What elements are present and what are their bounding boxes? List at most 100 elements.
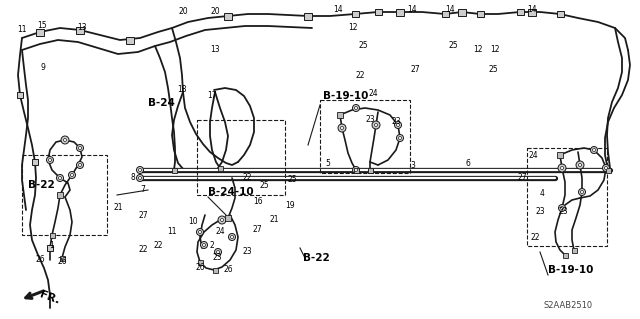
Text: 27: 27 [517, 174, 527, 182]
Text: 5: 5 [326, 159, 330, 167]
Bar [557, 11, 563, 17]
Circle shape [61, 136, 69, 144]
Circle shape [230, 235, 234, 239]
Circle shape [200, 241, 207, 249]
Circle shape [561, 206, 563, 210]
Bar [22, 155, 107, 235]
Circle shape [591, 146, 598, 153]
Text: 20: 20 [178, 8, 188, 17]
Circle shape [138, 176, 141, 180]
Text: 26: 26 [57, 257, 67, 266]
Bar [212, 268, 218, 272]
Circle shape [602, 165, 609, 172]
Circle shape [593, 149, 595, 152]
Circle shape [47, 157, 54, 164]
Bar [224, 12, 232, 19]
Text: 16: 16 [253, 197, 263, 206]
Text: 14: 14 [445, 5, 455, 14]
Bar [353, 167, 358, 173]
Text: 27: 27 [138, 211, 148, 219]
Bar [172, 167, 177, 173]
Circle shape [580, 190, 584, 194]
Bar [367, 167, 372, 173]
Text: 4: 4 [540, 189, 545, 197]
Circle shape [138, 168, 141, 172]
Bar [49, 233, 54, 238]
Circle shape [58, 176, 61, 180]
Text: 25: 25 [358, 41, 368, 49]
Bar [198, 259, 202, 264]
Bar [557, 152, 563, 158]
Bar [126, 36, 134, 43]
Text: 7: 7 [141, 186, 145, 195]
Circle shape [399, 137, 401, 139]
Text: 8: 8 [131, 174, 136, 182]
Text: 23: 23 [391, 117, 401, 127]
Text: 25: 25 [488, 65, 498, 75]
Circle shape [68, 172, 76, 179]
Text: 18: 18 [177, 85, 187, 94]
Text: 6: 6 [465, 159, 470, 167]
Bar [572, 248, 577, 253]
Circle shape [77, 161, 83, 168]
Text: 23: 23 [212, 253, 222, 262]
Bar [17, 92, 23, 98]
Circle shape [49, 159, 51, 161]
Bar [197, 120, 285, 195]
Text: 23: 23 [558, 207, 568, 217]
Circle shape [136, 174, 143, 182]
Text: 14: 14 [333, 5, 343, 14]
Text: 1: 1 [50, 241, 54, 249]
Text: 15: 15 [37, 20, 47, 29]
Circle shape [77, 145, 83, 152]
Text: B-19-10: B-19-10 [548, 265, 593, 275]
Bar [528, 9, 536, 16]
Bar [516, 9, 524, 15]
Circle shape [579, 164, 582, 167]
Text: 13: 13 [210, 46, 220, 55]
Circle shape [579, 189, 586, 196]
Text: 25: 25 [448, 41, 458, 49]
Text: B-22: B-22 [303, 253, 330, 263]
Bar [367, 167, 372, 173]
Text: FR.: FR. [38, 290, 61, 306]
Text: 27: 27 [410, 65, 420, 75]
Circle shape [79, 164, 81, 167]
Text: 24: 24 [528, 151, 538, 160]
Bar [320, 100, 410, 173]
Circle shape [198, 231, 202, 234]
Circle shape [576, 161, 584, 169]
Bar [396, 9, 404, 16]
Text: 20: 20 [210, 8, 220, 17]
Bar [304, 12, 312, 19]
Text: 22: 22 [153, 241, 163, 249]
Text: 26: 26 [195, 263, 205, 272]
Circle shape [228, 234, 236, 241]
Circle shape [394, 122, 401, 129]
Circle shape [340, 127, 344, 130]
Text: B-19-10: B-19-10 [323, 91, 369, 101]
Text: 22: 22 [243, 174, 252, 182]
Bar [47, 245, 53, 251]
Text: 23: 23 [242, 248, 252, 256]
Text: 11: 11 [17, 26, 27, 34]
Text: 25: 25 [287, 175, 297, 184]
Circle shape [202, 243, 205, 247]
Text: B-24: B-24 [148, 98, 175, 108]
Circle shape [196, 228, 204, 235]
Bar [76, 26, 84, 33]
Circle shape [216, 250, 220, 254]
Text: 12: 12 [490, 46, 500, 55]
Text: 23: 23 [535, 207, 545, 217]
Text: 27: 27 [252, 226, 262, 234]
Bar [458, 9, 466, 16]
Circle shape [559, 204, 566, 211]
Text: B-24-10: B-24-10 [208, 187, 253, 197]
Text: 22: 22 [138, 246, 148, 255]
Text: 13: 13 [77, 24, 87, 33]
Text: B-22: B-22 [28, 180, 55, 190]
Text: 19: 19 [285, 201, 295, 210]
Bar [477, 11, 483, 17]
Text: 22: 22 [531, 233, 540, 241]
Bar [225, 215, 231, 221]
